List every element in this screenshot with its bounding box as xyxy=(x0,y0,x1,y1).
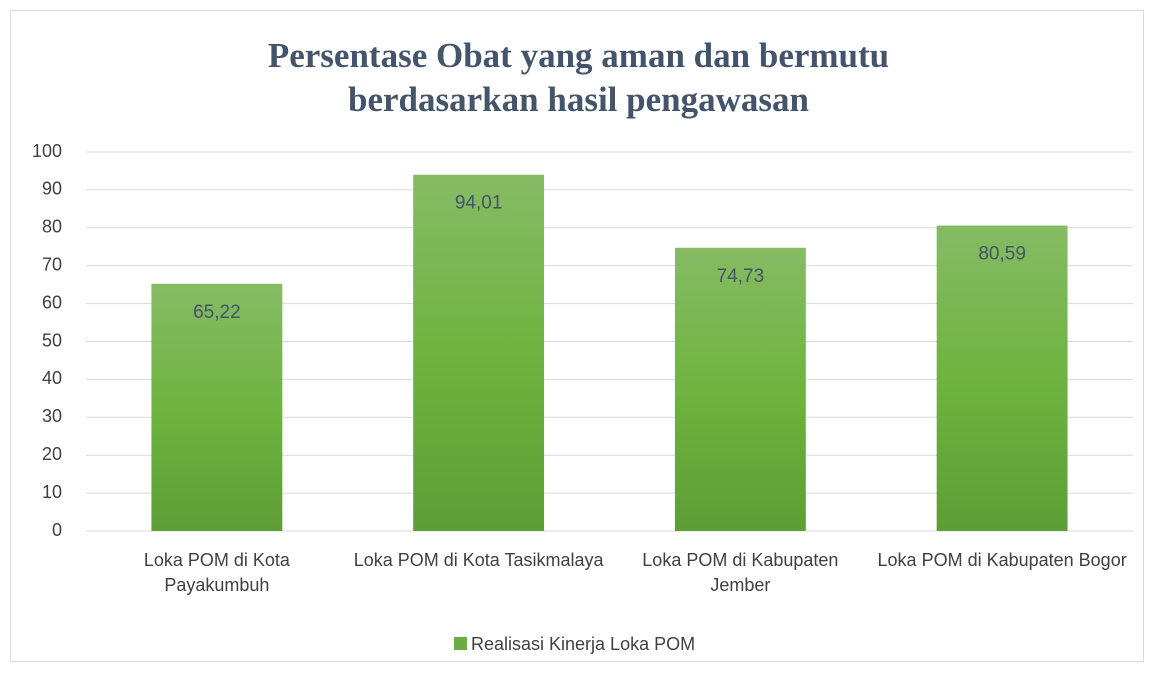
bar xyxy=(674,247,806,531)
data-label: 94,01 xyxy=(455,193,503,214)
y-tick-label: 10 xyxy=(42,482,62,502)
data-label: 80,59 xyxy=(978,244,1026,265)
y-tick-label: 30 xyxy=(42,406,62,426)
y-tick-label: 50 xyxy=(42,330,62,350)
bar xyxy=(151,283,283,531)
title-wrap: Persentase Obat yang aman dan bermutu be… xyxy=(0,34,1157,122)
legend-label: Realisasi Kinerja Loka POM xyxy=(471,634,695,654)
x-tick-label: Loka POM di Kota Tasikmalaya xyxy=(353,550,604,570)
y-tick-label: 100 xyxy=(32,141,62,161)
y-tick-label: 20 xyxy=(42,444,62,464)
bar xyxy=(936,225,1068,531)
y-tick-label: 60 xyxy=(42,292,62,312)
x-tick-label: Loka POM di Kota Payakumbuh xyxy=(143,550,290,595)
y-tick-label: 80 xyxy=(42,217,62,237)
y-tick-label: 40 xyxy=(42,368,62,388)
y-tick-label: 90 xyxy=(42,179,62,199)
data-label: 74,73 xyxy=(717,266,765,287)
x-tick-label: Loka POM di Kabupaten Bogor xyxy=(877,550,1127,570)
legend-swatch xyxy=(454,637,467,650)
chart-title: Persentase Obat yang aman dan bermutu be… xyxy=(267,36,890,119)
y-tick-label: 70 xyxy=(42,254,62,274)
bar xyxy=(413,174,545,532)
x-tick-label: Loka POM di Kabupaten Jember xyxy=(642,550,839,595)
y-tick-label: 0 xyxy=(52,520,62,540)
data-label: 65,22 xyxy=(193,302,241,323)
chart-frame xyxy=(10,10,1144,662)
